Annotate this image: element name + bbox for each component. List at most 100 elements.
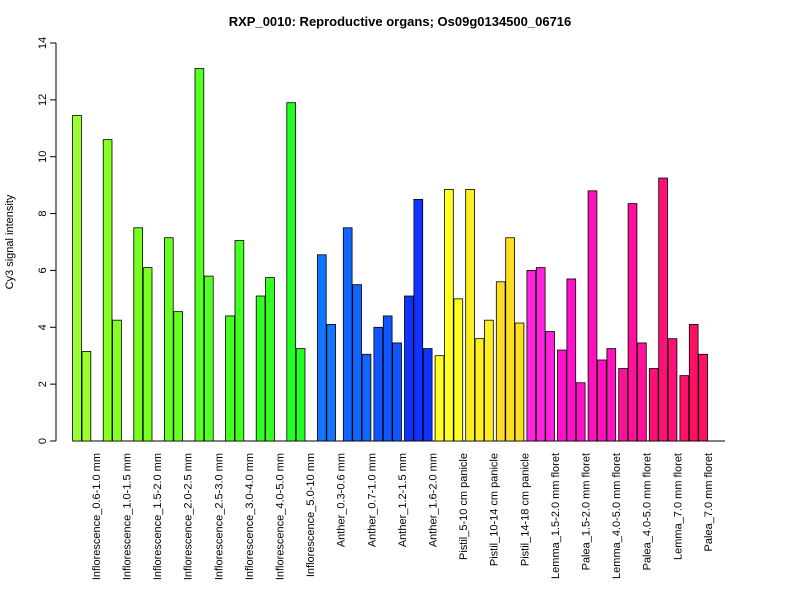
chart-title: RXP_0010: Reproductive organs; Os09g0134… — [229, 14, 572, 29]
bar-group — [194, 68, 214, 442]
x-tick-label: Palea_7.0 mm floret — [703, 453, 715, 551]
bar-group — [102, 139, 122, 442]
x-tick-label: Anther_1.2-1.5 mm — [397, 453, 409, 547]
bar — [133, 227, 144, 442]
bar — [392, 342, 402, 442]
bar — [545, 331, 555, 442]
bar — [679, 375, 690, 442]
bar-group — [255, 277, 275, 442]
bar-group — [557, 278, 586, 442]
x-tick-label: Inflorescence_4.0-5.0 mm — [275, 453, 287, 580]
x-tick-label: Pistil_5-10 cm panicle — [458, 453, 470, 560]
bar-group — [72, 115, 92, 442]
y-tick-label: 0 — [37, 438, 49, 444]
bar — [514, 322, 525, 442]
bar — [194, 68, 205, 442]
bar — [203, 275, 214, 442]
bar — [698, 353, 708, 442]
bar — [422, 348, 433, 442]
x-tick-label: Lemma_1.5-2.0 mm floret — [550, 453, 562, 579]
bar — [255, 295, 266, 442]
bar — [575, 382, 586, 442]
bar — [627, 203, 638, 442]
bar — [72, 115, 82, 442]
bar — [173, 311, 184, 442]
bar — [404, 295, 414, 442]
bar — [352, 284, 362, 442]
bar — [102, 139, 113, 442]
y-axis: 0 2 4 6 8 10 12 14 — [37, 37, 57, 444]
bar-group — [373, 315, 402, 442]
bar — [81, 351, 92, 442]
x-tick-label: Pistil_14-18 cm panicle — [519, 453, 531, 566]
bar — [658, 177, 668, 442]
x-tick-label: Anther_0.7-1.0 mm — [366, 453, 378, 547]
bar — [373, 326, 384, 442]
x-tick-label: Inflorescence_2.0-2.5 mm — [183, 453, 195, 580]
bar — [295, 348, 306, 442]
bar — [637, 342, 647, 442]
bar — [444, 189, 454, 442]
bar — [265, 277, 275, 442]
bar-group — [404, 198, 433, 442]
bar-group — [526, 267, 555, 442]
x-tick-label: Inflorescence_2.5-3.0 mm — [213, 453, 225, 580]
bar-group — [679, 324, 708, 442]
x-tick-label: Anther_0.3-0.6 mm — [336, 453, 348, 547]
bar — [326, 324, 336, 442]
bar — [618, 368, 628, 442]
bar — [474, 338, 485, 442]
bar — [382, 315, 393, 442]
x-tick-label: Inflorescence_1.0-1.5 mm — [122, 453, 134, 580]
x-tick-label: Palea_1.5-2.0 mm floret — [581, 453, 593, 570]
y-tick-label: 10 — [37, 151, 49, 163]
category-labels: Inflorescence_0.6-1.0 mm Inflorescence_1.… — [91, 453, 715, 580]
bar-group — [465, 189, 494, 442]
x-tick-label: Lemma_4.0-5.0 mm floret — [611, 453, 623, 579]
bar — [688, 324, 699, 442]
x-tick-label: Inflorescence_0.6-1.0 mm — [91, 453, 103, 580]
x-tick-label: Inflorescence_5.0-10 mm — [305, 453, 317, 577]
bar — [667, 338, 678, 442]
bar — [142, 267, 153, 442]
bar-group — [648, 177, 678, 442]
bar — [453, 298, 464, 442]
bar — [526, 270, 537, 442]
x-tick-label: Pistil_10-14 cm panicle — [489, 453, 501, 566]
bar-group — [163, 237, 184, 442]
bar — [587, 190, 598, 442]
bar — [648, 368, 659, 442]
y-tick-label: 4 — [37, 324, 49, 330]
bar — [286, 102, 296, 442]
bar — [225, 315, 235, 442]
y-tick-label: 2 — [37, 381, 49, 387]
bar-group — [434, 189, 464, 442]
bar — [535, 267, 546, 442]
bar-group — [133, 227, 153, 442]
y-tick-label: 14 — [37, 37, 49, 49]
bar — [597, 359, 607, 442]
bar — [495, 281, 506, 442]
bar — [316, 254, 327, 442]
bar — [342, 227, 353, 442]
y-axis-label: Cy3 signal intensity — [4, 194, 16, 289]
y-tick-label: 8 — [37, 211, 49, 217]
bar-group — [587, 190, 617, 442]
bar — [112, 319, 122, 442]
y-tick-label: 6 — [37, 267, 49, 273]
bar — [234, 240, 245, 442]
bar-group — [618, 203, 647, 442]
bar — [484, 319, 494, 442]
bar-group — [286, 102, 306, 442]
x-tick-label: Inflorescence_1.5-2.0 mm — [152, 453, 164, 580]
bar — [557, 349, 567, 442]
bar — [566, 278, 577, 442]
bar — [606, 348, 617, 442]
x-tick-label: Anther_1.6-2.0 mm — [428, 453, 440, 547]
x-tick-label: Inflorescence_3.0-4.0 mm — [244, 453, 256, 580]
bars — [72, 68, 708, 442]
bar — [413, 198, 424, 442]
bar — [505, 237, 515, 442]
bar — [361, 353, 372, 442]
